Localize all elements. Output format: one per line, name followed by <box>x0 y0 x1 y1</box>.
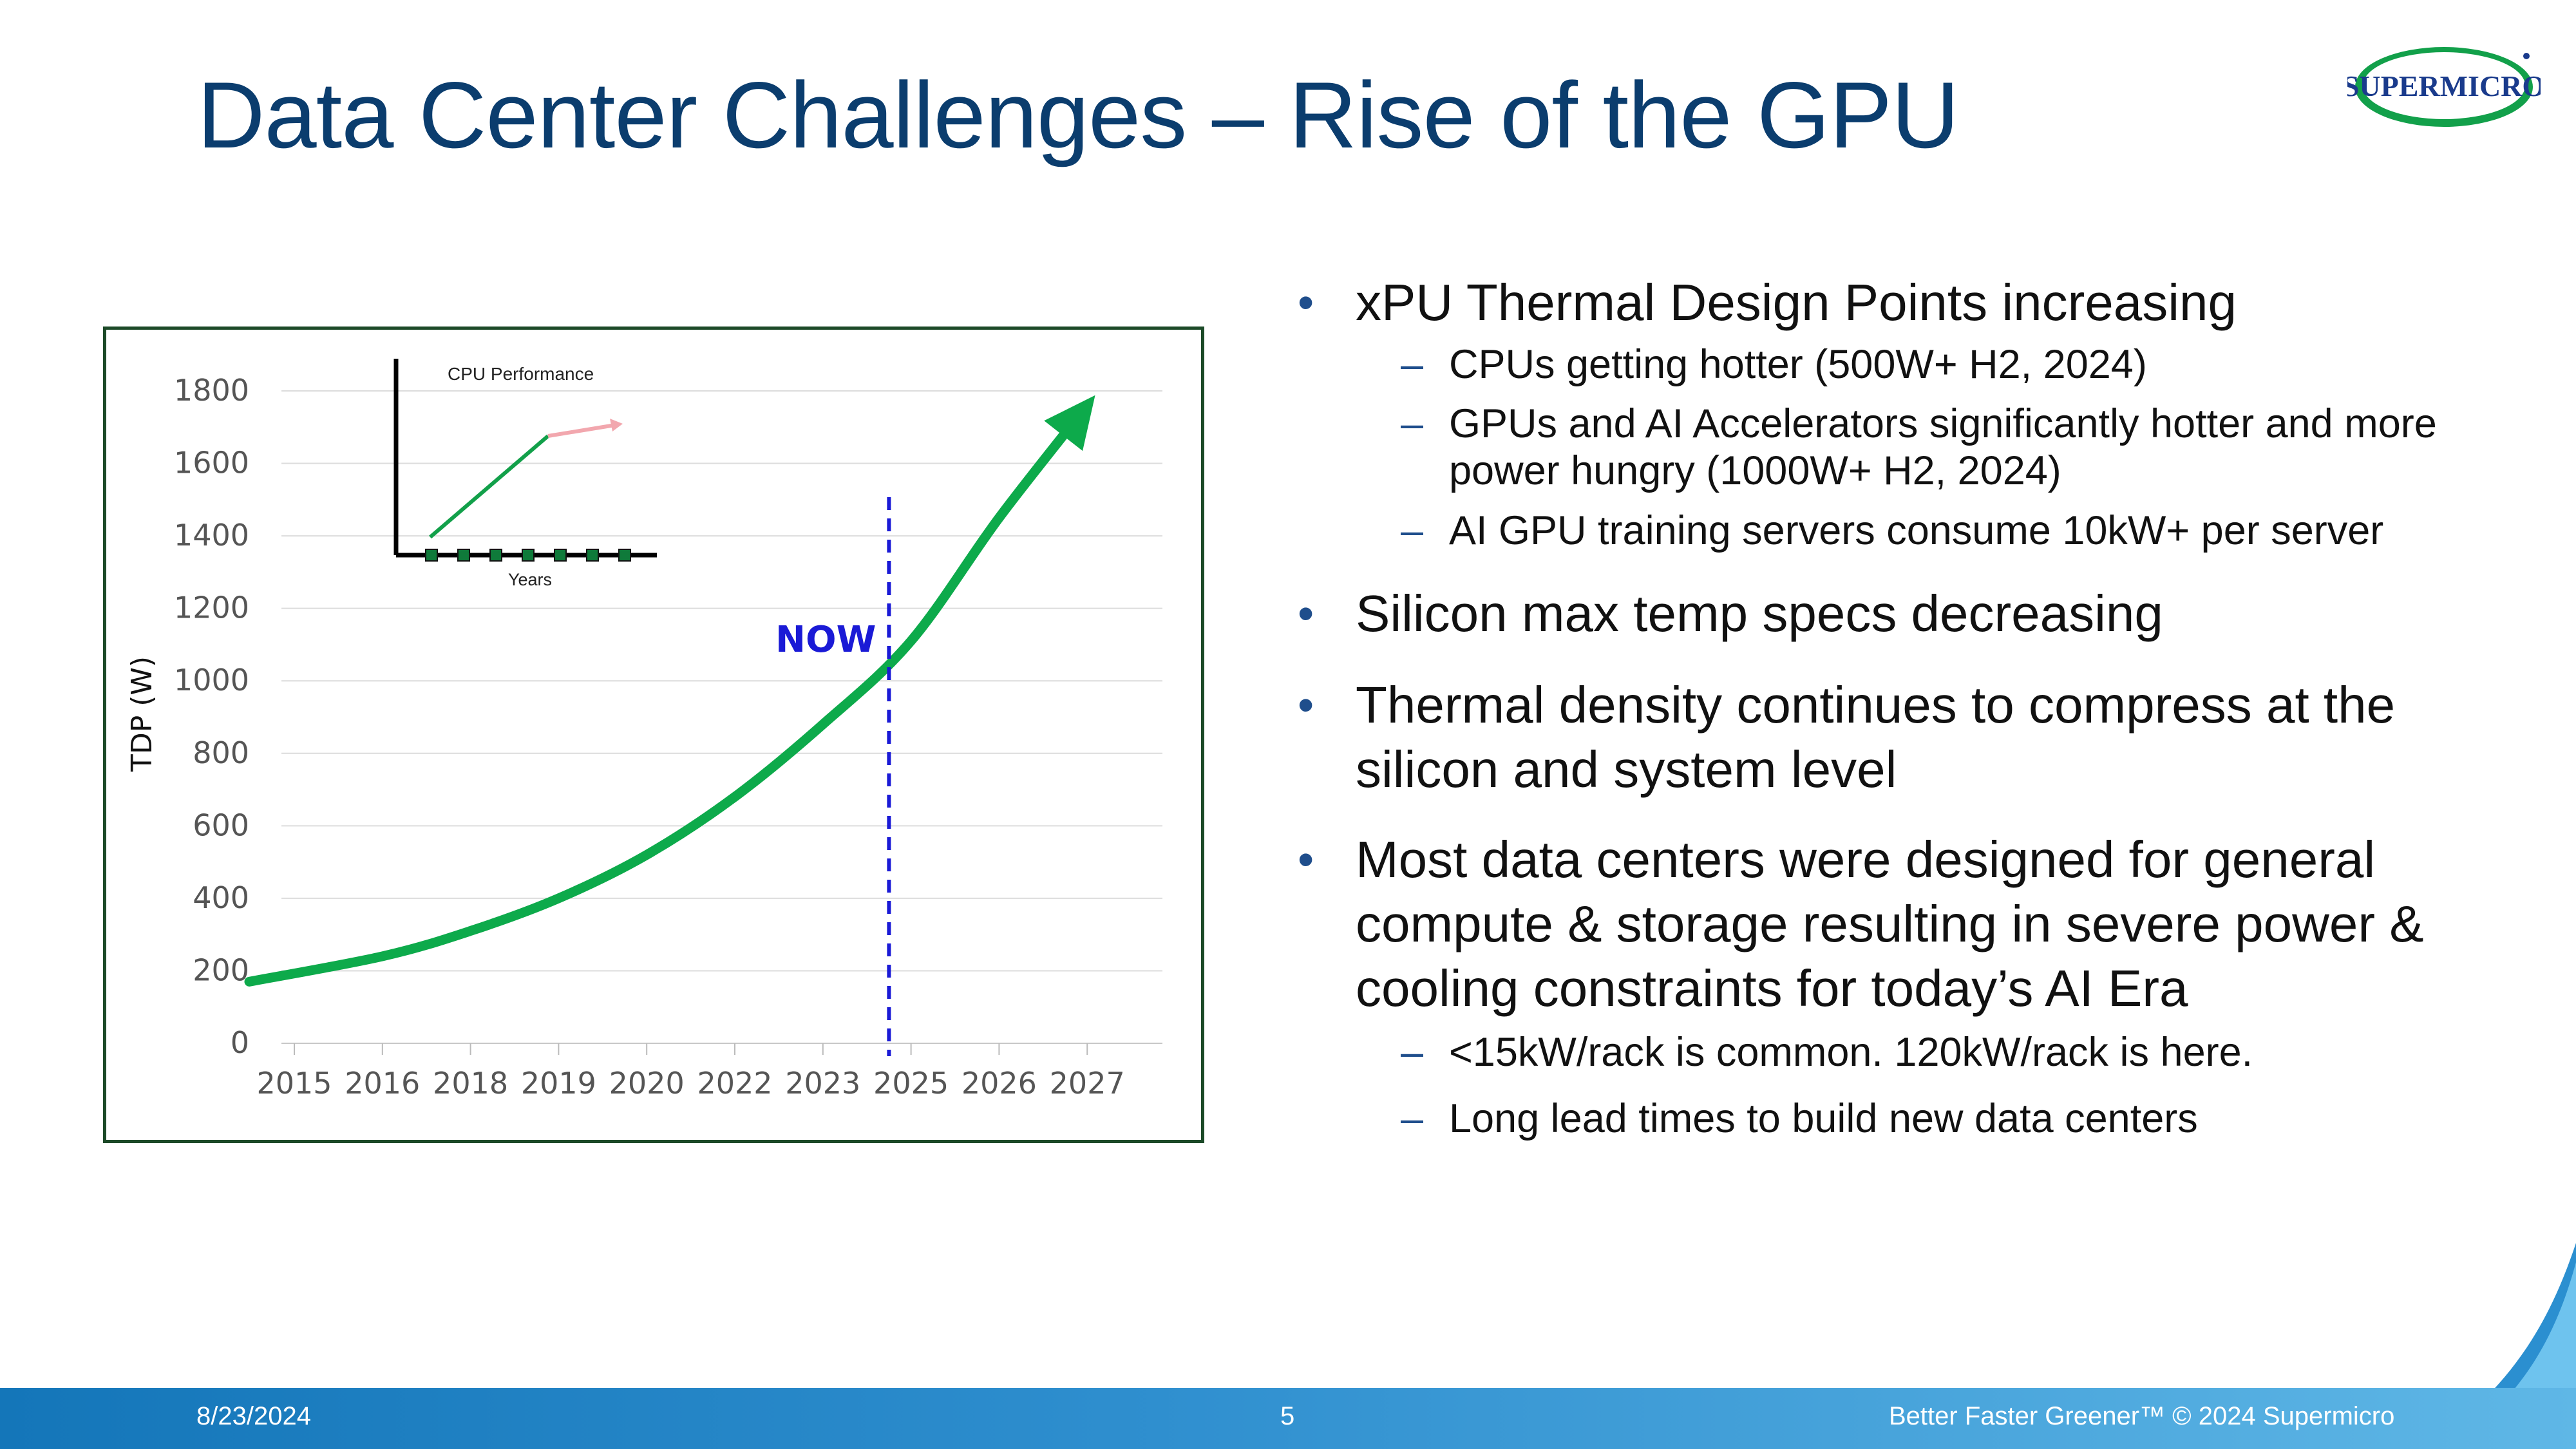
y-tick-label: 200 <box>193 952 249 987</box>
inset-marker <box>618 549 631 562</box>
inset-marker <box>554 549 567 562</box>
data-point <box>734 796 735 798</box>
x-tick-label: 2019 <box>521 1066 596 1101</box>
x-tick-label: 2023 <box>785 1066 860 1101</box>
inset-marker <box>457 549 470 562</box>
curve-arrowhead <box>1044 395 1095 451</box>
y-tick-label: 600 <box>193 808 249 842</box>
supermicro-logo: SUPERMICRO <box>2347 47 2541 127</box>
sub-bullet-text: Long lead times to build new data center… <box>1449 1096 2198 1141</box>
sub-bullet-text: <15kW/rack is common. 120kW/rack is here… <box>1449 1030 2253 1075</box>
data-point <box>249 981 250 983</box>
bullet-dot-icon: • <box>1298 679 1314 731</box>
bullet-text: Thermal density continues to compress at… <box>1356 676 2396 798</box>
inset-slowdown-line <box>547 423 616 438</box>
data-point <box>646 854 648 856</box>
inset-marker <box>522 549 535 562</box>
tdp-chart: 0 200 400 600 800 1000 1200 1400 1600 1800 2015 201… <box>103 327 1204 1143</box>
y-tick-label: 1000 <box>174 663 249 697</box>
data-point <box>998 516 1000 518</box>
x-tick-label: 2020 <box>609 1066 685 1101</box>
y-axis-label: TDP (W) <box>126 656 158 772</box>
footer-date: 8/23/2024 <box>196 1402 311 1430</box>
page-number: 5 <box>1280 1402 1295 1430</box>
inset-marker <box>586 549 599 562</box>
tdp-chart-svg: 0 200 400 600 800 1000 1200 1400 1600 1800 2015 201… <box>126 359 1162 1101</box>
y-tick-label: 1600 <box>174 446 249 480</box>
svg-text:SUPERMICRO: SUPERMICRO <box>2347 70 2541 102</box>
tdp-curve <box>244 401 1092 987</box>
x-tick-label: 2022 <box>697 1066 772 1101</box>
x-tick-label: 2016 <box>345 1066 420 1101</box>
bullet-dot-icon: • <box>1298 588 1314 639</box>
data-point <box>822 723 824 725</box>
data-point <box>910 640 912 642</box>
dash-icon: – <box>1401 1030 1424 1075</box>
dash-icon: – <box>1401 342 1424 387</box>
footer-tagline: Better Faster Greener™ © 2024 Supermicro <box>1889 1402 2395 1430</box>
dash-icon: – <box>1401 1096 1424 1141</box>
data-point <box>381 955 383 957</box>
inset-arrowhead <box>610 419 623 431</box>
inset-growth-line <box>429 434 549 539</box>
inset-x-label: Years <box>508 570 552 589</box>
y-tick-label: 0 <box>231 1025 249 1060</box>
y-tick-label: 800 <box>193 735 249 770</box>
inset-marker <box>425 549 438 562</box>
dash-icon: – <box>1401 508 1424 553</box>
bullet-dot-icon: • <box>1298 277 1314 328</box>
slide-title: Data Center Challenges – Rise of the GPU <box>197 62 1959 167</box>
footer-bar: 8/23/2024 5 Better Faster Greener™ © 202… <box>0 1388 2576 1449</box>
dash-icon: – <box>1401 401 1424 446</box>
now-label: NOW <box>775 619 876 661</box>
x-tick-label: 2025 <box>873 1066 949 1101</box>
data-point <box>558 897 560 899</box>
y-tick-label: 1400 <box>174 518 249 553</box>
inset-title: CPU Performance <box>448 364 594 384</box>
y-tick-label: 400 <box>193 880 249 915</box>
data-point <box>469 930 471 932</box>
bullet-dot-icon: • <box>1298 834 1314 886</box>
x-tick-label: 2018 <box>433 1066 508 1101</box>
y-tick-label: 1200 <box>174 591 249 625</box>
sub-bullet-text: CPUs getting hotter (500W+ H2, 2024) <box>1449 342 2147 387</box>
inset-marker <box>489 549 502 562</box>
bullet-text: xPU Thermal Design Points increasing <box>1356 274 2237 331</box>
sub-bullet-text: AI GPU training servers consume 10kW+ pe… <box>1449 508 2384 553</box>
x-tick-label: 2015 <box>256 1066 332 1101</box>
bullet-text: Silicon max temp specs decreasing <box>1356 585 2163 642</box>
y-tick-label: 1800 <box>174 373 249 408</box>
sub-bullet-text: GPUs and AI Accelerators significantly h… <box>1449 401 2437 493</box>
x-tick-label: 2026 <box>961 1066 1037 1101</box>
bullet-text: Most data centers were designed for gene… <box>1356 831 2424 1017</box>
x-tick-label: 2027 <box>1050 1066 1125 1101</box>
